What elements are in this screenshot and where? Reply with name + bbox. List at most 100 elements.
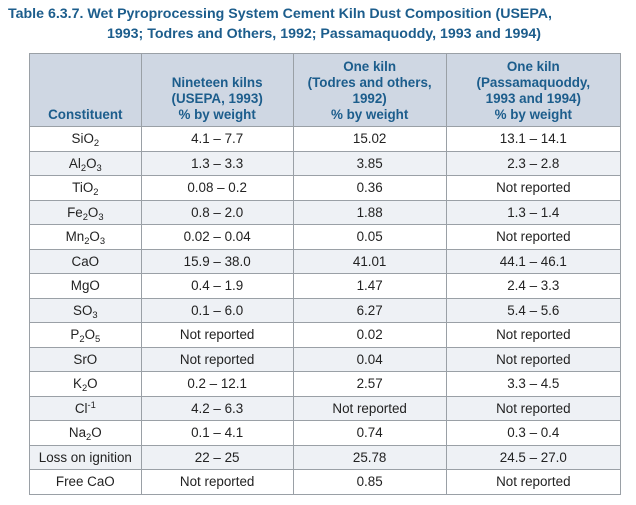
value-passamaquoddy: Not reported: [445, 175, 622, 201]
formula-part: P: [70, 327, 80, 343]
formula-part: 3: [98, 211, 104, 222]
formula-part: 3: [99, 236, 106, 247]
header-line: % by weight: [330, 107, 409, 122]
value-passamaquoddy: 0.3 – 0.4: [445, 420, 622, 446]
formula-part: SO: [73, 302, 93, 318]
formula-part: O: [84, 327, 95, 343]
formula-part: MgO: [70, 278, 100, 294]
formula-part: Cl: [74, 400, 88, 416]
constituent-cell: P2O5: [29, 322, 142, 348]
formula-part: CaO: [71, 253, 100, 269]
constituent-cell: Loss on ignition: [29, 444, 142, 470]
value-nineteen-kilns: 0.4 – 1.9: [140, 273, 294, 299]
value-todres: 0.05: [292, 224, 447, 250]
table-row: Mn2O3 0.02 – 0.04 0.05 Not reported: [29, 224, 622, 250]
table-row: MgO 0.4 – 1.9 1.47 2.4 – 3.3: [29, 273, 622, 299]
header-line: 1993 and 1994): [485, 91, 581, 106]
value-passamaquoddy: Not reported: [445, 224, 622, 250]
value-todres: 0.02: [292, 322, 447, 348]
constituent-cell: SO3: [29, 297, 142, 323]
constituent-cell: SrO: [29, 346, 142, 372]
constituent-cell: Na2O: [29, 420, 142, 446]
value-todres: 15.02: [292, 126, 447, 152]
value-todres: 0.04: [292, 346, 447, 372]
value-passamaquoddy: 44.1 – 46.1: [445, 248, 622, 274]
header-line: Nineteen kilns: [171, 75, 263, 90]
value-nineteen-kilns: 15.9 – 38.0: [140, 248, 294, 274]
value-todres: 1.88: [292, 199, 447, 225]
caption-line-2: 1993; Todres and Others, 1992; Passamaqu…: [107, 26, 541, 42]
formula-part: TiO: [72, 180, 94, 196]
table-row: K2O 0.2 – 12.1 2.57 3.3 – 4.5: [29, 371, 622, 397]
header-line: (Todres and others,: [307, 75, 432, 90]
header-line: 1992): [352, 91, 387, 106]
header-todres: One kiln (Todres and others, 1992)% by wei…: [292, 53, 447, 127]
formula-part: O: [86, 155, 97, 171]
value-nineteen-kilns: Not reported: [140, 469, 294, 495]
value-nineteen-kilns: Not reported: [140, 346, 294, 372]
formula-part: K: [73, 376, 82, 392]
formula-part: SiO: [71, 131, 94, 147]
constituent-cell: Free CaO: [29, 469, 142, 495]
formula-part: Na: [68, 425, 87, 441]
value-passamaquoddy: 13.1 – 14.1: [445, 126, 622, 152]
constituent-cell: Fe2O3: [29, 199, 142, 225]
formula-part: 2: [93, 187, 99, 198]
formula-part: Free CaO: [55, 474, 115, 490]
value-todres: 3.85: [292, 150, 447, 176]
composition-table: Constituent Nineteen kilns (USEPA, 1993)%…: [29, 53, 622, 495]
table-caption: Table 6.3.7. Wet Pyroprocessing System C…: [8, 4, 628, 44]
value-passamaquoddy: Not reported: [445, 469, 622, 495]
value-nineteen-kilns: 0.02 – 0.04: [140, 224, 294, 250]
formula-part: 2: [81, 383, 88, 394]
formula-part: O: [87, 204, 99, 220]
table-row: Al2O3 1.3 – 3.3 3.85 2.3 – 2.8: [29, 150, 622, 176]
value-nineteen-kilns: 0.2 – 12.1: [140, 371, 294, 397]
constituent-cell: SiO2: [29, 126, 142, 152]
table-row: SO3 0.1 – 6.0 6.27 5.4 – 5.6: [29, 297, 622, 323]
formula-part: 2: [93, 138, 100, 149]
value-passamaquoddy: 2.3 – 2.8: [445, 150, 622, 176]
value-todres: 2.57: [292, 371, 447, 397]
header-nineteen-kilns: Nineteen kilns (USEPA, 1993)% by weight: [140, 53, 294, 127]
value-todres: 41.01: [292, 248, 447, 274]
table-header: Constituent Nineteen kilns (USEPA, 1993)%…: [29, 53, 622, 127]
formula-part: 5: [94, 334, 101, 345]
formula-part: O: [87, 376, 98, 392]
formula-part: Fe: [67, 204, 83, 220]
constituent-cell: TiO2: [29, 175, 142, 201]
value-passamaquoddy: 2.4 – 3.3: [445, 273, 622, 299]
header-line: (USEPA, 1993): [171, 91, 263, 106]
value-passamaquoddy: 3.3 – 4.5: [445, 371, 622, 397]
value-passamaquoddy: Not reported: [445, 395, 622, 421]
constituent-cell: Al2O3: [29, 150, 142, 176]
formula-part: 3: [96, 162, 102, 173]
table-row: SiO2 4.1 – 7.7 15.02 13.1 – 14.1: [29, 126, 622, 152]
value-nineteen-kilns: 0.1 – 4.1: [140, 420, 294, 446]
value-passamaquoddy: 24.5 – 27.0: [445, 444, 622, 470]
header-line: (Passamaquoddy,: [476, 75, 591, 90]
value-nineteen-kilns: 0.08 – 0.2: [140, 175, 294, 201]
formula-part: 2: [84, 236, 90, 247]
constituent-cell: K2O: [29, 371, 142, 397]
constituent-cell: Cl-1: [29, 395, 142, 421]
value-nineteen-kilns: 4.2 – 6.3: [140, 395, 294, 421]
formula-part: SrO: [73, 351, 98, 367]
table-row: TiO2 0.08 – 0.2 0.36 Not reported: [29, 175, 622, 201]
formula-part: Loss on ignition: [38, 449, 132, 465]
table-row: SrO Not reported 0.04 Not reported: [29, 346, 622, 372]
value-passamaquoddy: Not reported: [445, 346, 622, 372]
constituent-cell: MgO: [29, 273, 142, 299]
value-todres: 6.27: [292, 297, 447, 323]
value-nineteen-kilns: 0.8 – 2.0: [140, 199, 294, 225]
header-line: One kiln: [506, 59, 560, 74]
formula-part: 2: [86, 432, 92, 443]
value-todres: Not reported: [292, 395, 447, 421]
formula-part: 3: [92, 309, 98, 320]
value-todres: 0.85: [292, 469, 447, 495]
header-line: One kiln: [343, 59, 397, 74]
table-body: SiO2 4.1 – 7.7 15.02 13.1 – 14.1 Al2O3 1.3 – …: [29, 126, 622, 495]
value-todres: 1.47: [292, 273, 447, 299]
constituent-cell: Mn2O3: [29, 224, 142, 250]
value-passamaquoddy: 5.4 – 5.6: [445, 297, 622, 323]
